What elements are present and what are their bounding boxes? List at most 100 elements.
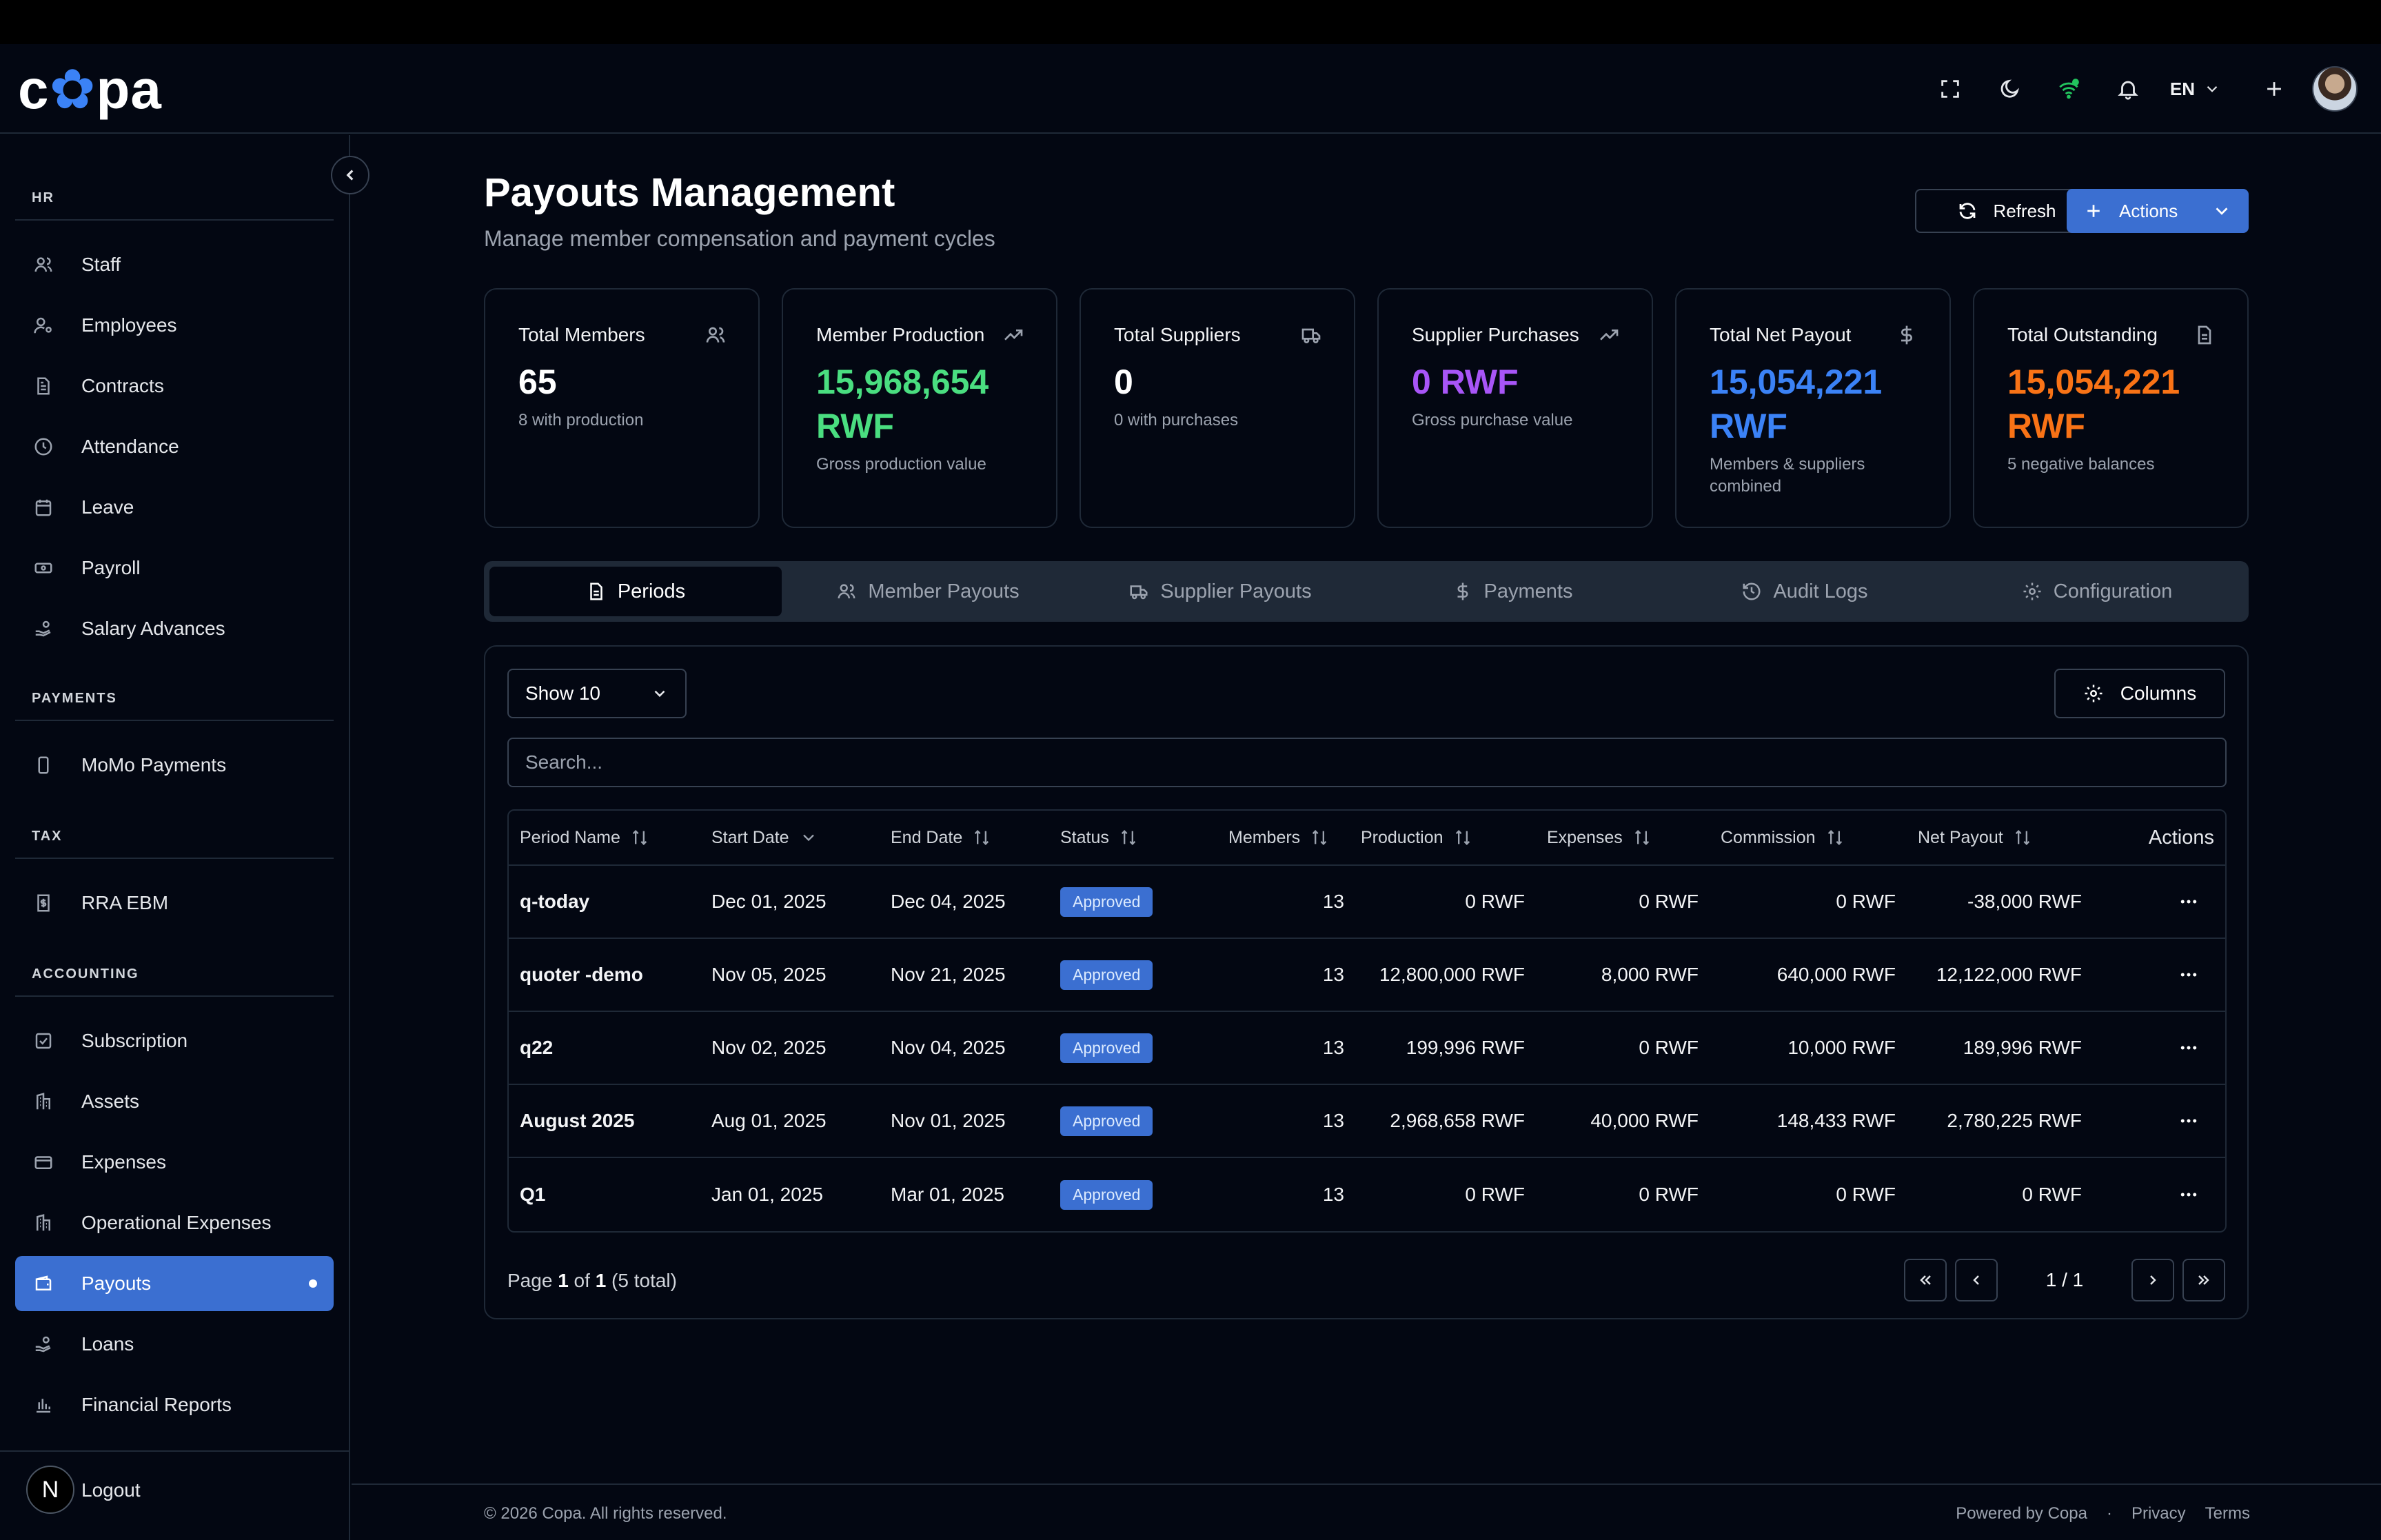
sidebar-item-operational-expenses[interactable]: Operational Expenses [15,1195,334,1250]
cell-net-payout: 12,122,000 RWF [1936,964,2082,985]
cell-expenses: 8,000 RWF [1601,964,1699,985]
cell-expenses: 0 RWF [1639,1037,1699,1058]
cell-start-date: Nov 05, 2025 [711,964,827,985]
column-header-members[interactable]: Members [1223,828,1361,848]
sort-icon [1121,830,1136,845]
header-actions: EN [1915,65,2358,113]
more-horizontal-icon[interactable] [2178,1111,2199,1131]
cell-status: Approved [1060,886,1223,917]
chevron-down-icon [2207,85,2218,92]
table-row[interactable]: August 2025 Aug 01, 2025 Nov 01, 2025 Ap… [509,1085,2225,1158]
terms-link[interactable]: Terms [2205,1504,2250,1523]
sidebar-item-expenses[interactable]: Expenses [15,1135,334,1190]
sidebar-item-assets[interactable]: Assets [15,1074,334,1129]
sidebar-item-attendance[interactable]: Attendance [15,419,334,474]
column-header-end-date[interactable]: End Date [891,828,1060,848]
sidebar-item-employees[interactable]: Employees [15,298,334,353]
wallet-icon [33,1273,54,1294]
collapse-sidebar-button[interactable] [331,156,369,194]
search-input[interactable] [507,738,2227,787]
page-title: Payouts Management [484,170,895,215]
tab-periods[interactable]: Periods [489,567,782,616]
table-header: Period Name Start Date End Date Status M… [509,811,2225,866]
chevron-down-icon [2216,207,2228,215]
tab-member-payouts[interactable]: Member Payouts [782,567,1074,616]
sort-icon [975,830,989,845]
next-page-button[interactable] [2131,1259,2174,1301]
truck-icon [1300,324,1322,346]
tab-payments[interactable]: Payments [1366,567,1659,616]
column-header-expenses[interactable]: Expenses [1547,828,1721,848]
card-title: Supplier Purchases [1412,324,1579,345]
card-subtext: Gross production value [816,455,986,474]
column-header-period-name[interactable]: Period Name [509,828,711,848]
tab-label: Payments [1483,580,1573,602]
more-horizontal-icon[interactable] [2178,1184,2199,1205]
card-title: Total Outstanding [2007,324,2158,345]
column-header-commission[interactable]: Commission [1721,828,1918,848]
previous-page-button[interactable] [1955,1259,1998,1301]
privacy-link[interactable]: Privacy [2131,1504,2186,1523]
sidebar-item-payroll[interactable]: Payroll [15,540,334,596]
cell-expenses: 0 RWF [1639,891,1699,912]
column-header-status[interactable]: Status [1060,828,1223,848]
copa-logo[interactable]: c✿pa [18,59,162,120]
sidebar-item-contracts[interactable]: Contracts [15,358,334,414]
column-header-start-date[interactable]: Start Date [711,828,891,848]
tab-audit-logs[interactable]: Audit Logs [1659,567,1951,616]
column-header-net-payout[interactable]: Net Payout [1918,828,2104,848]
logout-button[interactable]: Logout [81,1479,141,1501]
chevron-right-icon [2150,1275,2156,1285]
bell-icon[interactable] [2104,65,2152,113]
actions-dropdown-button[interactable]: Actions [2067,189,2249,233]
cell-period-name: August 2025 [520,1110,635,1131]
table-row[interactable]: q22 Nov 02, 2025 Nov 04, 2025 Approved 1… [509,1012,2225,1085]
first-page-button[interactable] [1904,1259,1947,1301]
wifi-icon[interactable] [2045,65,2093,113]
refresh-label: Refresh [1993,200,2056,221]
chevron-left-icon [1973,1275,1979,1285]
sidebar-item-salary-advances[interactable]: Salary Advances [15,601,334,656]
last-page-button[interactable] [2182,1259,2225,1301]
cell-commission: 640,000 RWF [1776,964,1896,985]
users-icon [838,584,855,599]
page-size-select[interactable]: Show 10 [507,669,687,718]
building-icon [33,1213,54,1233]
cell-period-name: quoter -demo [520,964,643,985]
card-value: 0 [1114,363,1133,401]
sidebar-item-leave[interactable]: Leave [15,480,334,535]
banknote-icon [33,558,54,578]
avatar[interactable] [2312,66,2358,112]
cell-end-date: Mar 01, 2025 [891,1184,1004,1205]
sidebar-item-momo-payments[interactable]: MoMo Payments [15,738,334,793]
sidebar-item-payouts[interactable]: Payouts [15,1256,334,1311]
fullscreen-icon[interactable] [1926,65,1974,113]
row-actions [2104,891,2225,912]
sidebar-item-financial-reports[interactable]: Financial Reports [15,1377,334,1432]
more-horizontal-icon[interactable] [2178,1037,2199,1058]
table-row[interactable]: quoter -demo Nov 05, 2025 Nov 21, 2025 A… [509,939,2225,1012]
receipt-icon [33,893,54,913]
table-row[interactable]: Q1 Jan 01, 2025 Mar 01, 2025 Approved 13… [509,1158,2225,1231]
users-icon [705,324,727,346]
cell-production: 2,968,658 RWF [1390,1110,1525,1131]
table-row[interactable]: q-today Dec 01, 2025 Dec 04, 2025 Approv… [509,866,2225,939]
sidebar-item-staff[interactable]: Staff [15,237,334,292]
more-horizontal-icon[interactable] [2178,964,2199,985]
plus-icon[interactable] [2250,65,2298,113]
sidebar-item-rra-ebm[interactable]: RRA EBM [15,875,334,931]
sort-icon [1313,830,1327,845]
tab-supplier-payouts[interactable]: Supplier Payouts [1074,567,1366,616]
more-horizontal-icon[interactable] [2178,891,2199,912]
sort-icon [632,830,647,845]
sidebar-item-loans[interactable]: Loans [15,1317,334,1372]
columns-button[interactable]: Columns [2054,669,2225,718]
tab-configuration[interactable]: Configuration [1951,567,2243,616]
user-initial-badge[interactable]: N [26,1466,74,1514]
sidebar-item-label: Loans [81,1333,134,1355]
sidebar-item-subscription[interactable]: Subscription [15,1013,334,1068]
moon-icon[interactable] [1985,65,2034,113]
language-select[interactable]: EN [2170,79,2221,100]
sort-icon [1634,830,1649,845]
column-header-production[interactable]: Production [1361,828,1547,848]
